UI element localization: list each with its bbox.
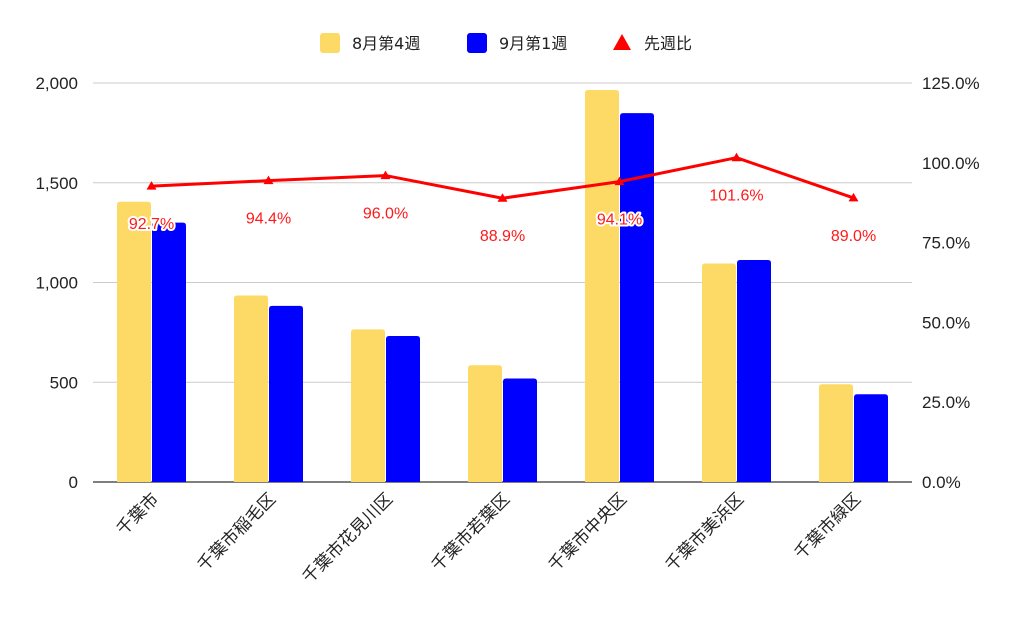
legend-triangle: [613, 34, 631, 50]
bar: [702, 263, 736, 482]
triangle-marker: [263, 175, 274, 185]
left-tick-label: 0: [69, 473, 78, 492]
data-label-halo: 88.9%: [480, 228, 525, 245]
bar: [386, 335, 420, 482]
data-label: 88.9%: [480, 228, 525, 245]
bar: [737, 259, 771, 482]
bar: [819, 384, 853, 482]
legend: 8月第4週 9月第1週 先週比: [320, 33, 692, 53]
data-label-halo: 89.0%: [831, 228, 876, 245]
category-label: 千葉市: [113, 489, 163, 539]
data-label: 101.6%: [709, 188, 763, 205]
bar: [152, 222, 186, 482]
category-labels: 千葉市 千葉市稲毛区 千葉市花見川区 千葉市若葉区 千葉市中央区 千葉市美浜区 千葉市緑区: [113, 489, 865, 587]
triangle-marker: [146, 181, 157, 190]
legend-label: 9月第1週: [499, 34, 567, 53]
left-tick-label: 1,000: [35, 274, 78, 293]
ratio-line-series: [146, 152, 859, 202]
right-tick-label: 125.0%: [922, 74, 980, 93]
data-label: 94.4%: [246, 211, 291, 228]
right-tick-label: 0.0%: [922, 473, 961, 492]
bar: [351, 329, 385, 482]
category-label: 千葉市緑区: [791, 489, 865, 563]
data-label: 89.0%: [831, 228, 876, 245]
data-label-halo: 96.0%: [363, 206, 408, 223]
triangle-marker: [380, 170, 391, 180]
legend-label: 先週比: [644, 34, 692, 53]
triangle-marker: [848, 192, 859, 202]
category-label: 千葉市中央区: [545, 489, 631, 575]
legend-label: 8月第4週: [352, 34, 420, 53]
bar: [468, 365, 502, 482]
triangle-marker: [614, 176, 625, 186]
triangle-marker: [731, 152, 742, 162]
data-label-halo: 94.4%: [246, 211, 291, 228]
gridlines: [93, 82, 912, 483]
data-label: 92.7%: [129, 216, 174, 233]
bar: [269, 305, 303, 482]
left-tick-label: 2,000: [35, 74, 78, 93]
category-label: 千葉市美浜区: [662, 489, 748, 575]
bar-series: [117, 89, 888, 483]
bar: [117, 201, 151, 482]
bar: [503, 378, 537, 482]
data-label-halo: 92.7%: [129, 216, 174, 233]
triangle-marker: [497, 193, 508, 202]
right-tick-label: 100.0%: [922, 154, 980, 173]
right-tick-label: 75.0%: [922, 234, 970, 253]
bar: [585, 89, 619, 483]
legend-swatch: [320, 33, 340, 53]
category-label: 千葉市若葉区: [428, 489, 514, 575]
ratio-data-labels: 92.7%92.7% 94.4%94.4% 96.0%96.0%88.9%88.9%…: [127, 186, 878, 248]
category-label: 千葉市花見川区: [299, 489, 397, 587]
data-label-halo: 101.6%: [709, 188, 763, 205]
bar: [234, 295, 268, 482]
legend-swatch: [467, 33, 487, 53]
right-axis-ticks: 0.0% 25.0% 50.0% 75.0% 100.0% 125.0%: [922, 74, 980, 492]
left-axis-ticks: 0 500 1,000 1,500 2,000: [35, 74, 78, 492]
right-tick-label: 25.0%: [922, 393, 970, 412]
data-label: 94.1%: [597, 212, 642, 229]
data-label-halo: 94.1%: [597, 212, 642, 229]
right-tick-label: 50.0%: [922, 313, 970, 332]
category-label: 千葉市稲毛区: [194, 489, 280, 575]
left-tick-label: 1,500: [35, 174, 78, 193]
left-tick-label: 500: [50, 373, 78, 392]
bar: [854, 394, 888, 482]
data-label: 96.0%: [363, 206, 408, 223]
bar: [620, 113, 654, 482]
